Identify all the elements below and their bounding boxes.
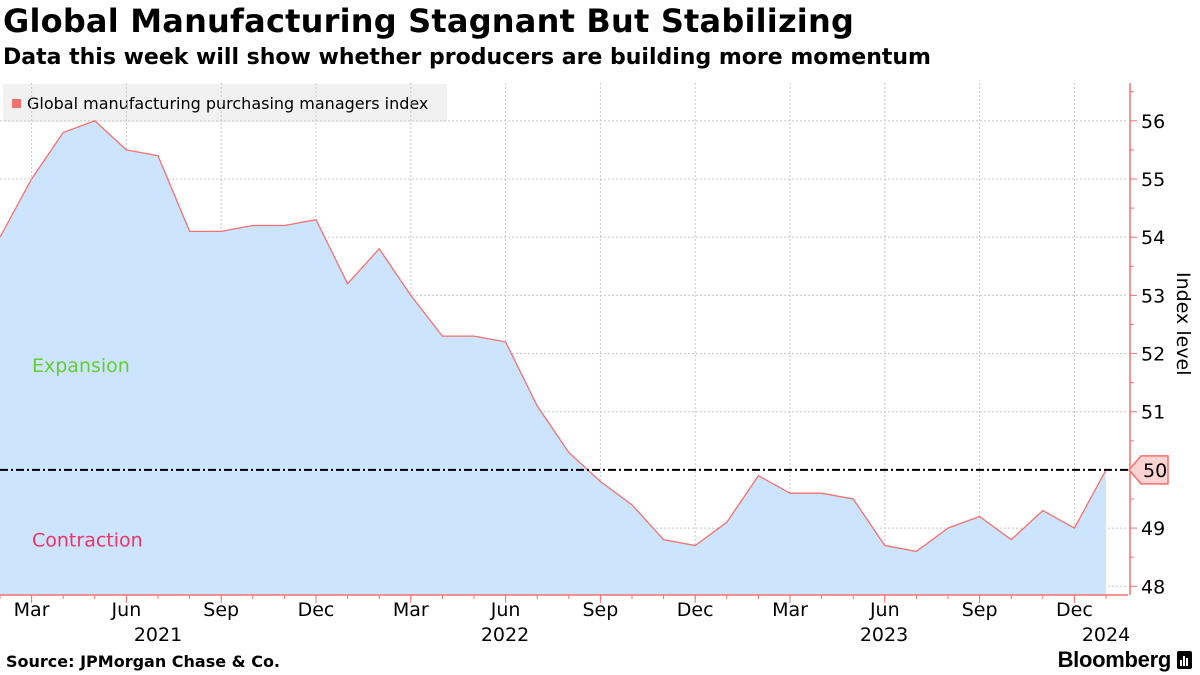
x-tick-label: Dec [298, 599, 335, 621]
x-tick-label: Mar [772, 599, 808, 621]
chart-legend: Global manufacturing purchasing managers… [3, 84, 447, 122]
y-tick-label: 51 [1141, 402, 1165, 424]
x-year-label: 2024 [1082, 624, 1130, 646]
y-tick-label: 56 [1141, 111, 1165, 133]
brand-text: Bloomberg [1057, 647, 1172, 672]
threshold-badge-label: 50 [1143, 460, 1167, 482]
x-year-label: 2021 [134, 624, 182, 646]
legend-swatch-icon [12, 98, 21, 108]
y-axis-title: Index level [1172, 272, 1194, 376]
x-tick-label: Jun [111, 599, 142, 621]
y-axis: 48 49 51 52 53 54 55 56 50 Index level [1128, 83, 1194, 598]
y-tick-label: 53 [1141, 285, 1165, 307]
threshold-badge [1128, 455, 1169, 485]
x-axis: Mar 2021 Jun Sep Dec Mar 2022 Jun Sep Dec Mar Jun 20… [0, 594, 1130, 646]
x-tick-label: Mar [393, 599, 429, 621]
x-year-label: 2023 [860, 624, 908, 646]
contraction-label: Contraction [32, 530, 143, 552]
x-tick-label: Jun [869, 599, 900, 621]
annotations: Expansion Contraction [32, 355, 143, 552]
y-tick-label: 48 [1141, 576, 1165, 598]
y-tick-label: 55 [1141, 169, 1165, 191]
x-tick-label: Jun [490, 599, 521, 621]
y-tick-label: 49 [1141, 518, 1165, 540]
x-tick-label: Sep [962, 599, 998, 621]
source-note: Source: JPMorgan Chase & Co. [6, 652, 281, 671]
chart-subtitle: Data this week will show whether produce… [3, 45, 931, 70]
bloomberg-logo: Bloomberg [1058, 647, 1192, 673]
legend-label: Global manufacturing purchasing managers… [27, 93, 429, 113]
y-tick-label: 54 [1141, 227, 1165, 249]
expansion-label: Expansion [32, 355, 130, 377]
y-tick-label: 52 [1141, 344, 1165, 366]
bloomberg-bars-icon [1177, 651, 1192, 669]
x-tick-label: Mar [14, 599, 50, 621]
pmi-series-line [0, 120, 1107, 553]
x-year-label: 2022 [481, 624, 529, 646]
x-tick-label: Sep [203, 599, 239, 621]
chart-title: Global Manufacturing Stagnant But Stabil… [3, 2, 855, 40]
x-tick-label: Sep [582, 599, 618, 621]
pmi-area-fill [0, 120, 1106, 596]
x-tick-label: Dec [1056, 599, 1093, 621]
x-tick-label: Dec [677, 599, 714, 621]
